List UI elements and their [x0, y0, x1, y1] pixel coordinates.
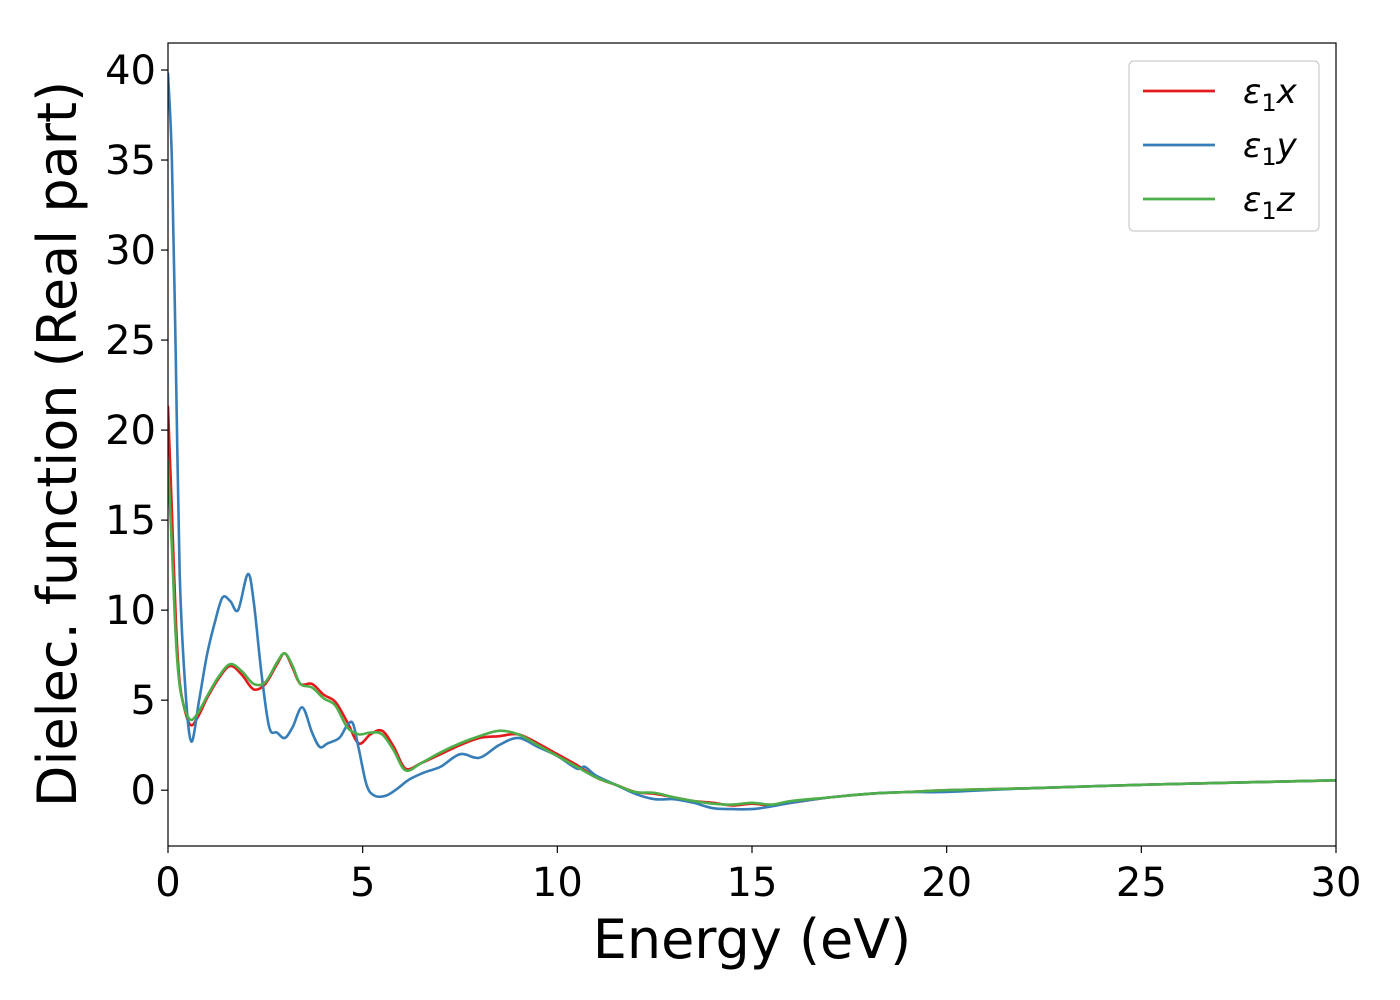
x-tick-label: 25: [1116, 860, 1167, 906]
x-tick-label: 10: [532, 860, 583, 906]
y-tick-label: 0: [131, 768, 156, 814]
x-tick-label: 20: [921, 860, 972, 906]
x-axis-title: Energy (eV): [593, 908, 912, 971]
y-axis-title: Dielec. function (Real part): [26, 81, 89, 807]
x-tick-label: 0: [155, 860, 180, 906]
legend-box: [1128, 60, 1320, 232]
series-line-y: [168, 72, 1336, 811]
y-tick-label: 30: [105, 228, 156, 274]
x-axis: 0 5 10 15 20 25 30: [155, 846, 1361, 906]
y-tick-label: 35: [105, 138, 156, 184]
legend-item-x: ε1x: [1143, 72, 1298, 117]
series-layer: [168, 72, 1336, 811]
y-tick-label: 15: [105, 498, 156, 544]
y-tick-label: 20: [105, 408, 156, 454]
series-line-z: [168, 461, 1336, 806]
x-tick-label: 5: [350, 860, 375, 906]
y-tick-label: 40: [105, 48, 156, 94]
y-tick-label: 25: [105, 318, 156, 364]
x-tick-label: 30: [1311, 860, 1362, 906]
legend-label: ε1y: [1243, 126, 1298, 171]
y-tick-label: 10: [105, 588, 156, 634]
y-tick-label: 5: [131, 678, 156, 724]
legend-item-y: ε1y: [1143, 126, 1298, 171]
x-tick-label: 15: [727, 860, 778, 906]
legend-label: ε1x: [1243, 72, 1298, 117]
legend: ε1x ε1y ε1z: [1128, 60, 1320, 232]
y-axis: 0 5 10 15 20 25 30 35 40: [105, 48, 168, 814]
legend-label: ε1z: [1243, 180, 1296, 225]
legend-item-z: ε1z: [1143, 180, 1296, 225]
